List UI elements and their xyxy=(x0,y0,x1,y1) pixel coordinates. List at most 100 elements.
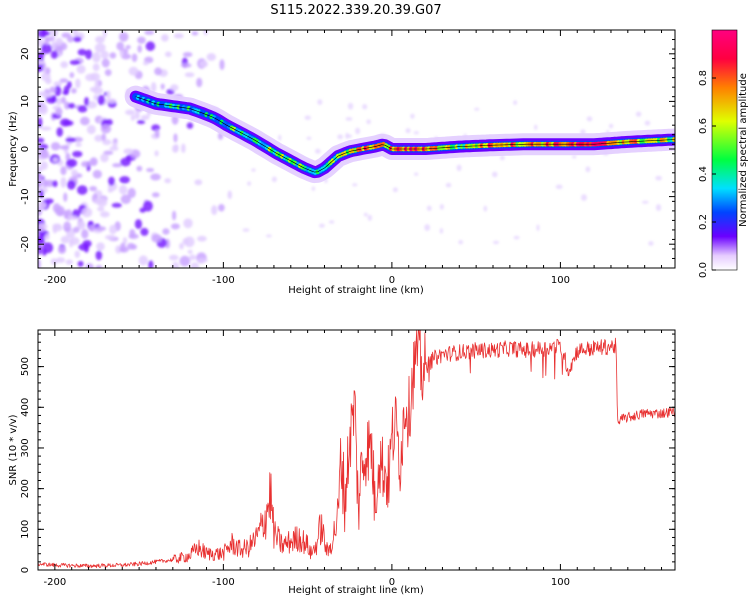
spectrogram-noise-blob xyxy=(88,224,96,232)
spectrogram-noise-blob xyxy=(148,260,154,268)
spectrogram-noise-blob xyxy=(170,223,180,230)
spectrogram-noise-blob xyxy=(92,51,101,63)
colorbar-gradient xyxy=(712,30,737,270)
spectrogram-noise-blob xyxy=(45,78,52,85)
spectrogram-noise-blob xyxy=(69,72,75,79)
spectrogram-noise-blob xyxy=(304,115,311,120)
spectrogram-noise-blob xyxy=(100,50,109,60)
spectrogram-noise-blob xyxy=(38,37,44,47)
spectrogram-noise-blob xyxy=(40,149,50,159)
colorbar-label: Normalized spectral amplitude xyxy=(738,73,749,227)
spectrogram-noise-blob xyxy=(55,37,63,47)
spectrogram-noise-blob xyxy=(426,205,432,211)
spectrogram-y-tick-label: 10 xyxy=(20,95,31,108)
snr-x-tick-label: 0 xyxy=(389,577,395,588)
spectrogram-noise-blob xyxy=(197,258,208,263)
spectrogram-noise-blob xyxy=(500,155,505,161)
spectrogram-noise-blob xyxy=(140,114,150,121)
spectrogram-noise-blob xyxy=(317,99,323,105)
colorbar: 0.0 0.2 0.4 0.6 0.8 Normalized spectral ampl… xyxy=(698,29,749,278)
spectrogram-noise-blob xyxy=(186,122,194,129)
spectrogram-noise-blob xyxy=(405,128,411,134)
snr-series-line xyxy=(38,330,675,569)
spectrogram-noise-blob xyxy=(89,157,98,166)
spectrogram-noise-blob xyxy=(130,114,135,121)
spectrogram-noise-blob xyxy=(99,211,110,218)
spectrogram-noise-blob xyxy=(513,235,520,240)
spectrogram-noise-blob xyxy=(187,249,193,254)
snr-plot-area xyxy=(38,330,675,569)
ridge-centerline xyxy=(135,96,675,173)
spectrogram-noise-blob xyxy=(150,173,161,181)
spectrogram-noise-blob xyxy=(56,257,66,263)
spectrogram-noise-blob xyxy=(39,190,44,199)
spectrogram-noise-blob xyxy=(644,120,651,126)
spectrogram-noise-blob xyxy=(173,33,184,39)
spectrogram-noise-blob xyxy=(144,30,155,35)
spectrogram-noise-blob xyxy=(392,187,398,193)
spectrogram-x-ticks: -200 -100 0 100 xyxy=(37,30,663,286)
spectrogram-noise-blob xyxy=(138,255,148,266)
spectrogram-noise-blob xyxy=(78,243,89,251)
spectrogram-noise-blob xyxy=(127,187,136,199)
spectrogram-noise-blob xyxy=(112,163,123,168)
spectrogram-noise-blob xyxy=(199,60,209,68)
spectrogram-noise-blob xyxy=(456,164,462,172)
spectrogram-noise-blob xyxy=(81,161,90,168)
spectrogram-noise-blob xyxy=(108,176,115,186)
spectrogram-noise-blob xyxy=(119,176,130,184)
spectrogram-noise-blob xyxy=(44,179,55,187)
spectrogram-noise-blob xyxy=(413,131,419,135)
spectrogram-noise-blob xyxy=(137,45,142,53)
spectrogram-noise-blob xyxy=(95,265,103,268)
spectrogram-noise-blob xyxy=(439,204,444,210)
spectrogram-noise-blob xyxy=(580,194,587,201)
spectrogram-noise-blob xyxy=(57,245,67,254)
spectrogram-x-tick-label: -200 xyxy=(44,275,67,286)
spectrogram-noise-blob xyxy=(218,204,225,212)
spectrogram-x-tick-label: 100 xyxy=(551,275,570,286)
spectrogram-noise-blob xyxy=(63,192,68,202)
spectrogram-noise-blob xyxy=(38,244,42,255)
snr-x-tick-label: -100 xyxy=(212,577,235,588)
spectrogram-noise-blob xyxy=(93,198,104,205)
spectrogram-noise-blob xyxy=(38,227,46,233)
spectrogram-noise-blob xyxy=(181,143,186,153)
spectrogram-noise-blob xyxy=(122,237,128,245)
spectrogram-noise-blob xyxy=(162,228,170,235)
spectrogram-noise-blob xyxy=(352,183,358,187)
spectrogram-noise-blob xyxy=(366,119,371,125)
spectrogram-noise-blob xyxy=(52,180,58,188)
spectrogram-noise-blob xyxy=(445,182,452,188)
colorbar-tick-label: 0.2 xyxy=(698,214,709,230)
spectrogram-noise-blob xyxy=(345,132,349,140)
spectrogram-noise-blob xyxy=(55,107,63,116)
spectrogram-noise-blob xyxy=(458,240,464,245)
spectrogram-noise-blob xyxy=(80,116,90,126)
spectrogram-noise-blob xyxy=(139,207,146,213)
spectrogram-y-tick-label: 20 xyxy=(20,47,31,60)
spectrogram-noise-blob xyxy=(363,212,368,217)
spectrogram-noise-blob xyxy=(75,142,82,147)
spectrogram-noise-blob xyxy=(119,185,128,195)
spectrogram-noise-blob xyxy=(44,198,54,204)
spectrogram-x-axis-label: Height of straight line (km) xyxy=(288,285,424,296)
spectrogram-noise-blob xyxy=(151,192,160,198)
spectrogram-noise-blob xyxy=(328,220,335,224)
spectrogram-noise-blob xyxy=(184,236,195,248)
spectrogram-noise-blob xyxy=(67,102,76,109)
spectrogram-noise-blob xyxy=(96,242,105,251)
spectrogram-noise-blob xyxy=(120,157,131,167)
spectrogram-noise-blob xyxy=(38,137,45,143)
spectrogram-noise-blob xyxy=(85,49,93,60)
spectrogram-noise-blob xyxy=(71,169,78,177)
spectrogram-noise-blob xyxy=(106,98,117,104)
spectrogram-noise-blob xyxy=(142,61,149,66)
spectrogram-noise-blob xyxy=(128,66,139,76)
spectrogram-noise-blob xyxy=(49,86,57,93)
spectrogram-noise-blob xyxy=(306,136,312,140)
spectrogram-noise-blob xyxy=(311,186,316,191)
spectrogram-noise-blob xyxy=(655,175,662,181)
spectrogram-noise-blob xyxy=(585,166,591,173)
